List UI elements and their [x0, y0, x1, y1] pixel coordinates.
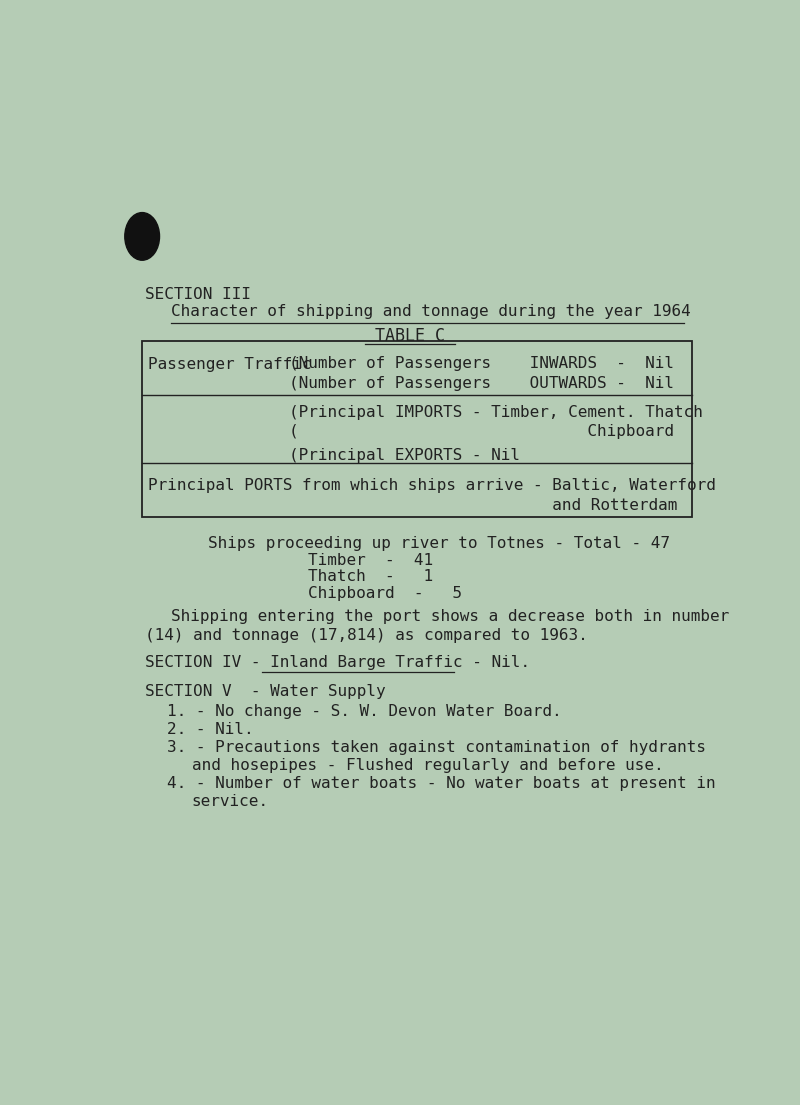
Text: SECTION V  - Water Supply: SECTION V - Water Supply [145, 684, 386, 699]
Text: Passenger Traffic: Passenger Traffic [148, 357, 312, 371]
Text: SECTION IV - Inland Barge Traffic - Nil.: SECTION IV - Inland Barge Traffic - Nil. [145, 655, 530, 670]
Text: Ships proceeding up river to Totnes - Total - 47: Ships proceeding up river to Totnes - To… [209, 536, 670, 551]
Text: (Principal EXPORTS - Nil: (Principal EXPORTS - Nil [289, 449, 520, 463]
Text: 1. - No change - S. W. Devon Water Board.: 1. - No change - S. W. Devon Water Board… [167, 704, 562, 719]
Text: (Number of Passengers    INWARDS  -  Nil: (Number of Passengers INWARDS - Nil [289, 357, 674, 371]
Circle shape [125, 212, 159, 261]
Bar [142, 341, 692, 517]
Text: and hosepipes - Flushed regularly and before use.: and hosepipes - Flushed regularly and be… [192, 758, 663, 774]
Text: service.: service. [192, 793, 269, 809]
Text: (                              Chipboard: ( Chipboard [289, 423, 674, 439]
Text: Timber  -  41: Timber - 41 [308, 552, 433, 568]
Text: SECTION III: SECTION III [145, 287, 250, 303]
Text: TABLE C: TABLE C [375, 327, 445, 345]
Text: Principal PORTS from which ships arrive - Baltic, Waterford: Principal PORTS from which ships arrive … [148, 478, 716, 493]
Text: (14) and tonnage (17,814) as compared to 1963.: (14) and tonnage (17,814) as compared to… [145, 628, 587, 643]
Text: and Rotterdam: and Rotterdam [148, 497, 678, 513]
Text: Shipping entering the port shows a decrease both in number: Shipping entering the port shows a decre… [171, 609, 730, 624]
Text: Chipboard  -   5: Chipboard - 5 [308, 586, 462, 601]
Text: (Number of Passengers    OUTWARDS -  Nil: (Number of Passengers OUTWARDS - Nil [289, 376, 674, 391]
Text: Thatch  -   1: Thatch - 1 [308, 569, 433, 585]
Text: (Principal IMPORTS - Timber, Cement. Thatch: (Principal IMPORTS - Timber, Cement. Tha… [289, 404, 703, 420]
Text: 2. - Nil.: 2. - Nil. [167, 723, 254, 737]
Text: Character of shipping and tonnage during the year 1964: Character of shipping and tonnage during… [171, 305, 691, 319]
Text: 4. - Number of water boats - No water boats at present in: 4. - Number of water boats - No water bo… [167, 776, 715, 791]
Text: 3. - Precautions taken against contamination of hydrants: 3. - Precautions taken against contamina… [167, 740, 706, 755]
